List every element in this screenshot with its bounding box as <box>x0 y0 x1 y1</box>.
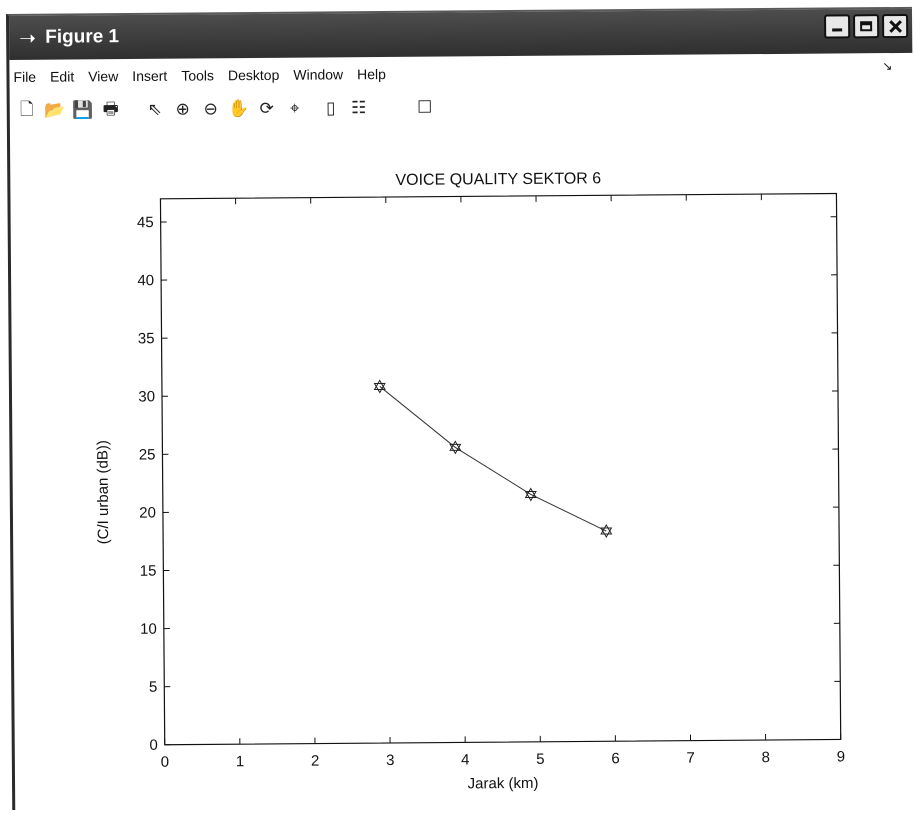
menu-insert[interactable]: Insert <box>132 68 167 84</box>
y-tick-label: 30 <box>138 388 155 405</box>
y-tick-label: 45 <box>137 214 154 231</box>
window-title: Figure 1 <box>45 26 119 49</box>
dock-arrow-icon[interactable]: ↘ <box>882 59 892 73</box>
title-bar[interactable]: ➝ Figure 1 <box>9 9 912 60</box>
menu-bar: File Edit View Insert Tools Desktop Wind… <box>9 59 912 88</box>
maximize-icon <box>855 16 877 36</box>
menu-help[interactable]: Help <box>357 66 386 82</box>
y-tick-label: 35 <box>138 330 155 347</box>
y-tick-label: 5 <box>149 679 157 696</box>
y-tick-label: 0 <box>149 737 157 754</box>
insert-legend-icon[interactable]: ☷ <box>346 95 372 121</box>
y-tick-label: 15 <box>140 563 157 580</box>
x-tick-label: 0 <box>161 754 169 771</box>
edit-plot-arrow-icon[interactable]: ⇖ <box>142 97 168 123</box>
minimize-icon <box>826 16 848 36</box>
x-tick-label: 6 <box>611 750 619 767</box>
menu-file[interactable]: File <box>13 69 36 85</box>
show-plot-tools-icon[interactable]: ☐ <box>412 95 438 121</box>
y-axis-label: (C/I urban (dB)) <box>94 440 112 544</box>
x-axis-label: Jarak (km) <box>468 775 539 793</box>
new-figure-icon[interactable]: 🗋 <box>14 98 40 124</box>
open-file-icon[interactable]: 📂 <box>42 98 68 124</box>
menu-tools[interactable]: Tools <box>181 67 214 83</box>
x-tick-label: 3 <box>386 752 394 769</box>
x-tick-label: 5 <box>536 751 544 768</box>
y-tick-label: 10 <box>140 621 157 638</box>
menu-window[interactable]: Window <box>293 66 343 82</box>
zoom-out-icon[interactable]: ⊖ <box>198 96 224 122</box>
zoom-in-icon[interactable]: ⊕ <box>170 97 196 123</box>
x-tick-label: 9 <box>837 748 845 765</box>
x-tick-label: 2 <box>311 753 319 770</box>
y-tick-label: 25 <box>139 446 156 463</box>
x-tick-label: 7 <box>686 750 694 767</box>
y-tick-label: 40 <box>137 272 154 289</box>
save-figure-icon[interactable]: 💾 <box>70 97 96 123</box>
menu-view[interactable]: View <box>88 68 118 84</box>
x-tick-label: 4 <box>461 751 469 768</box>
axes-box <box>160 193 840 744</box>
window-controls <box>824 14 908 39</box>
minimize-button[interactable] <box>824 14 850 38</box>
print-figure-icon[interactable]: 🖶 <box>98 97 124 123</box>
figure-toolbar: 🗋📂💾🖶 ⇖⊕⊖✋⟳⌖ ▯☷ ☐ <box>10 89 913 126</box>
close-button[interactable] <box>882 14 908 38</box>
rotate-3d-icon[interactable]: ⟳ <box>254 96 280 122</box>
chart-title: VOICE QUALITY SEKTOR 6 <box>395 170 601 189</box>
close-icon <box>884 16 906 36</box>
menu-desktop[interactable]: Desktop <box>228 67 279 83</box>
x-tick-label: 1 <box>236 753 244 770</box>
figure-icon: ➝ <box>19 27 41 49</box>
pan-hand-icon[interactable]: ✋ <box>226 96 252 122</box>
y-tick-label: 20 <box>139 504 156 521</box>
menu-edit[interactable]: Edit <box>50 68 74 84</box>
insert-colorbar-icon[interactable]: ▯ <box>318 95 344 121</box>
figure-window: ➝ Figure 1 File Edit View Insert Tools D… <box>6 7 915 810</box>
x-tick-label: 8 <box>762 749 770 766</box>
maximize-button[interactable] <box>853 14 879 38</box>
data-cursor-icon[interactable]: ⌖ <box>282 96 308 122</box>
